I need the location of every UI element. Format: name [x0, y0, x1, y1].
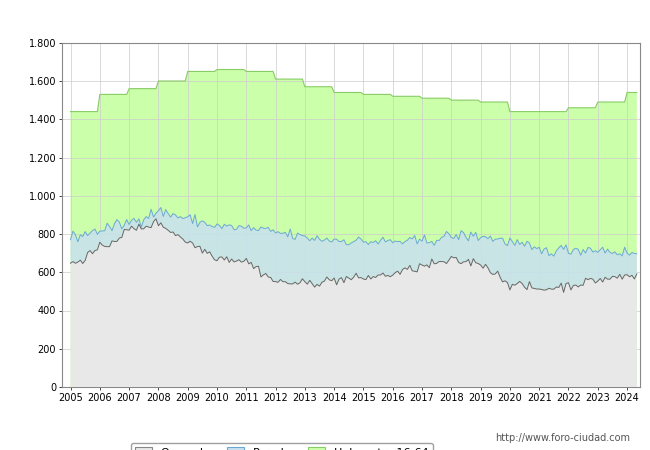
- Legend: Ocupados, Parados, Hab. entre 16-64: Ocupados, Parados, Hab. entre 16-64: [131, 443, 433, 450]
- Text: FORO-CIUDAD.COM: FORO-CIUDAD.COM: [214, 230, 488, 254]
- Text: la Romana - Evolucion de la poblacion en edad de Trabajar Mayo de 2024: la Romana - Evolucion de la poblacion en…: [108, 13, 542, 26]
- Text: http://www.foro-ciudad.com: http://www.foro-ciudad.com: [495, 433, 630, 443]
